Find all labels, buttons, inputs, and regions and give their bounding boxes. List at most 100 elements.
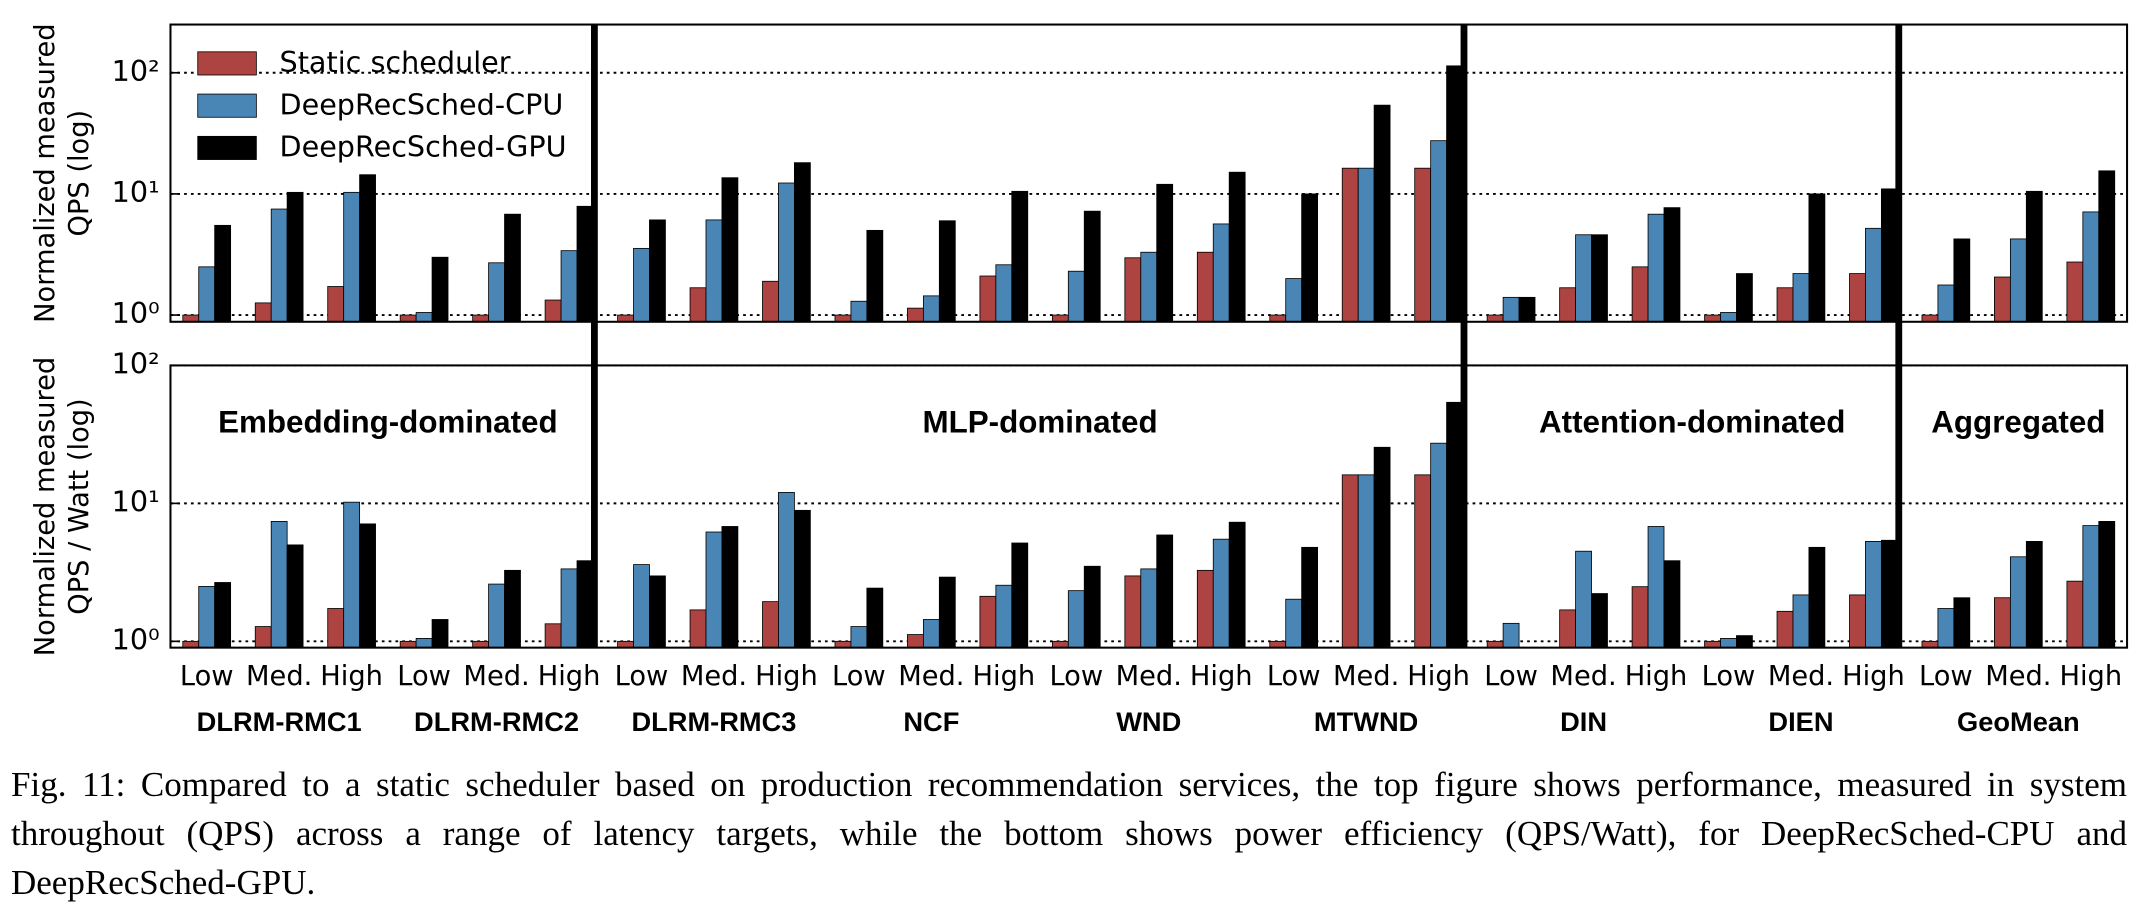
- bar: [1124, 575, 1142, 649]
- section-label: Attention-dominated: [1539, 404, 1845, 439]
- group-label: DLRM-RMC3: [631, 706, 796, 737]
- section-label: Embedding-dominated: [218, 404, 558, 439]
- bar: [938, 220, 956, 323]
- bar: [721, 177, 739, 323]
- group-label: DLRM-RMC2: [414, 706, 579, 737]
- bar: [922, 295, 940, 323]
- bar: [431, 256, 449, 323]
- bar: [2025, 190, 2043, 323]
- bar: [1414, 167, 1432, 323]
- x-tick-label: High: [755, 661, 818, 692]
- bar: [359, 523, 376, 649]
- bar: [922, 619, 940, 649]
- bar: [1341, 167, 1359, 323]
- bar: [1502, 296, 1520, 323]
- bar: [633, 247, 650, 323]
- y-axis-label: Normalized measured: [30, 23, 61, 322]
- bar: [1953, 597, 1971, 649]
- x-tick-label: Low: [180, 661, 234, 692]
- bar: [1228, 521, 1246, 649]
- bar: [689, 609, 707, 649]
- x-tick-label: High: [2059, 661, 2122, 692]
- bar: [286, 191, 304, 323]
- bar: [1776, 287, 1794, 323]
- bar: [1067, 590, 1085, 649]
- bar: [198, 586, 216, 649]
- y-axis-label: Normalized measured: [30, 357, 61, 656]
- bar: [576, 560, 594, 649]
- bar: [979, 595, 997, 649]
- bar: [1776, 610, 1794, 649]
- bar: [1212, 223, 1230, 323]
- bar: [938, 576, 956, 649]
- bar: [2098, 170, 2116, 323]
- bar: [1559, 287, 1576, 323]
- bar: [866, 229, 884, 323]
- bar: [907, 634, 924, 649]
- group-label: GeoMean: [1957, 706, 2080, 737]
- x-tick-label: Med.: [681, 661, 747, 692]
- bar: [2082, 525, 2100, 649]
- x-tick-label: Med.: [463, 661, 529, 692]
- bar: [1865, 227, 1882, 323]
- x-tick-label: Low: [1484, 661, 1538, 692]
- bar: [1736, 635, 1753, 649]
- bar: [1591, 593, 1608, 649]
- x-tick-label: Low: [832, 661, 886, 692]
- bar: [1880, 188, 1898, 323]
- bar: [1559, 609, 1576, 649]
- bar: [2066, 580, 2084, 649]
- bar: [1212, 538, 1230, 649]
- bar: [1720, 312, 1737, 323]
- bar: [1196, 569, 1214, 649]
- bar: [2025, 541, 2043, 649]
- legend-label: Static scheduler: [280, 45, 511, 79]
- bar: [1808, 193, 1826, 323]
- bar: [2082, 211, 2100, 323]
- y-axis-label: QPS (log): [64, 110, 95, 237]
- bar: [995, 584, 1013, 649]
- bar: [504, 569, 521, 649]
- bar: [1663, 560, 1681, 649]
- bar: [1446, 65, 1463, 323]
- bar: [1880, 539, 1898, 649]
- bar: [1414, 474, 1432, 649]
- x-tick-label: Low: [615, 661, 669, 692]
- bar: [1357, 474, 1375, 649]
- bar: [1994, 597, 2011, 649]
- y-tick-label: 10⁰: [112, 296, 160, 330]
- bar: [1808, 546, 1826, 649]
- bar: [778, 182, 795, 323]
- y-tick-label: 10⁰: [112, 622, 160, 656]
- bar: [995, 264, 1013, 323]
- bar: [633, 564, 650, 649]
- bar: [1140, 568, 1158, 649]
- bar: [1156, 534, 1174, 649]
- bar: [762, 601, 779, 649]
- legend-swatch: [197, 51, 257, 76]
- x-tick-label: High: [320, 661, 383, 692]
- x-tick-label: Low: [1919, 661, 1973, 692]
- bar: [1446, 401, 1463, 649]
- bar: [1285, 278, 1303, 323]
- bar: [1792, 273, 1810, 323]
- plot-frame: [169, 364, 2129, 649]
- bar: [1849, 594, 1866, 649]
- bar: [1196, 251, 1214, 323]
- legend-label: DeepRecSched-CPU: [280, 87, 564, 121]
- bar: [689, 287, 707, 323]
- bar: [649, 219, 666, 323]
- y-axis-label: QPS / Watt (log): [64, 398, 95, 614]
- bar: [793, 509, 811, 649]
- x-tick-label: Med.: [246, 661, 312, 692]
- bar: [359, 174, 376, 323]
- bar: [1341, 474, 1359, 649]
- bar: [1067, 270, 1085, 323]
- x-tick-label: Med.: [1550, 661, 1616, 692]
- bar: [1953, 238, 1971, 323]
- bar: [214, 582, 232, 649]
- bar: [907, 307, 924, 323]
- y-tick-label: 10²: [112, 54, 160, 88]
- bar: [198, 266, 216, 323]
- legend-swatch: [197, 93, 257, 118]
